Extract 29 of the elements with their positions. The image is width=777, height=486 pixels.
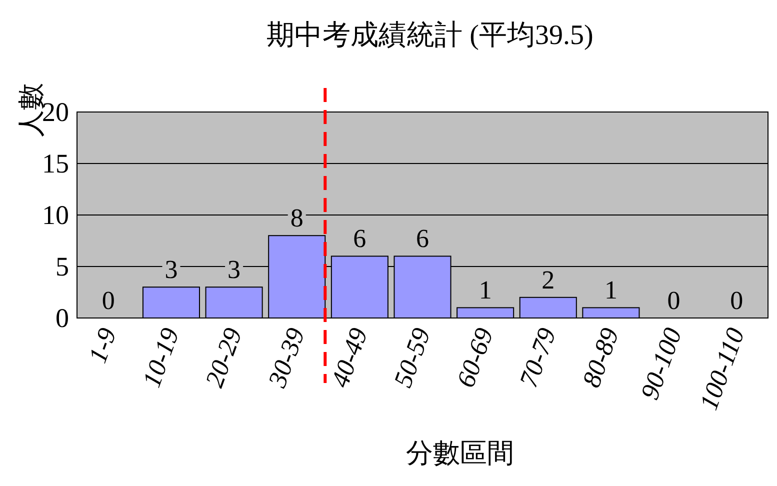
y-tick-label: 10 bbox=[42, 200, 69, 230]
x-tick-label: 10-19 bbox=[136, 324, 185, 392]
y-tick-label: 20 bbox=[42, 97, 69, 127]
x-tick-label: 30-39 bbox=[262, 324, 310, 392]
data-label: 6 bbox=[353, 224, 366, 254]
data-label: 6 bbox=[416, 224, 429, 254]
x-tick-label: 80-89 bbox=[576, 324, 625, 392]
chart-title: 期中考成績統計 (平均39.5) bbox=[266, 20, 594, 51]
y-tick-label: 5 bbox=[56, 252, 69, 282]
data-label: 2 bbox=[542, 265, 555, 294]
y-tick-label: 0 bbox=[56, 303, 69, 333]
x-tick-label: 90-100 bbox=[634, 324, 688, 404]
data-label: 0 bbox=[730, 286, 744, 315]
x-tick-label: 70-79 bbox=[514, 324, 562, 392]
x-tick-label: 50-59 bbox=[388, 324, 436, 392]
x-axis-title: 分數區間 bbox=[406, 438, 514, 468]
y-tick-label: 15 bbox=[42, 148, 69, 178]
x-tick-label: 100-110 bbox=[694, 324, 750, 414]
data-label: 3 bbox=[164, 255, 178, 284]
data-label: 1 bbox=[604, 276, 618, 305]
x-tick-label: 40-49 bbox=[325, 324, 374, 392]
data-label: 0 bbox=[667, 286, 680, 315]
x-tick-label: 1-9 bbox=[82, 324, 122, 367]
x-tick-label: 60-69 bbox=[450, 324, 499, 392]
data-label: 0 bbox=[102, 286, 115, 315]
data-label: 1 bbox=[478, 276, 492, 305]
data-label: 8 bbox=[290, 204, 304, 233]
data-label: 3 bbox=[228, 255, 241, 284]
x-tick-label: 20-29 bbox=[200, 324, 248, 392]
